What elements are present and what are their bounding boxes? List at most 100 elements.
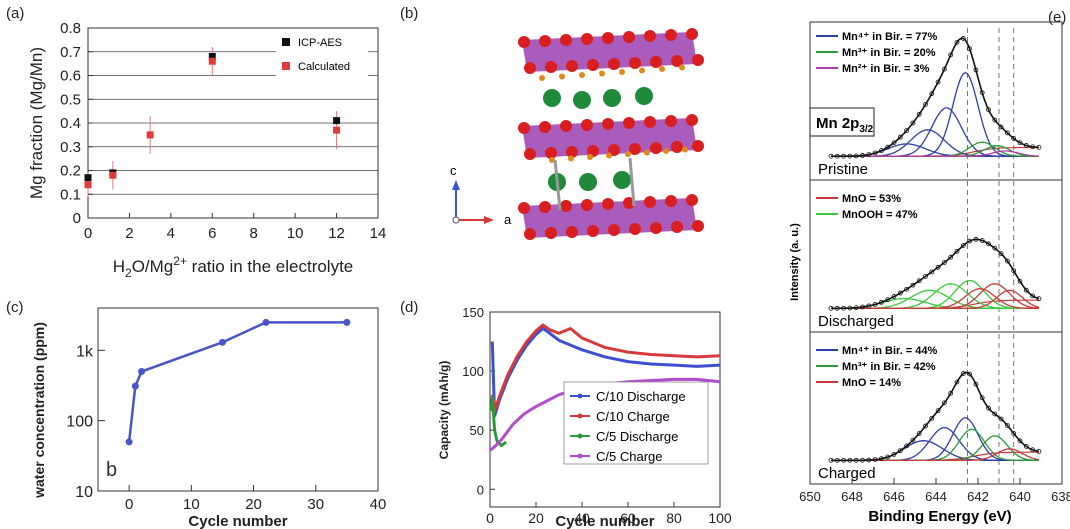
xps-spectrum-pristine: Mn⁴⁺ in Bir. = 77% Mn³⁺ in Bir. = 20% Mn²⁺… [816, 31, 1042, 178]
data-point [834, 305, 840, 311]
legend-label-d: C/10 Discharge [596, 389, 686, 404]
oxygen-atom [560, 200, 572, 212]
c-arrow-icon [452, 180, 460, 190]
data-point [954, 379, 960, 385]
y-tick-label-a: 0.6 [60, 68, 81, 85]
data-point [948, 390, 954, 396]
x-tick-label-c: 20 [245, 496, 262, 513]
mg-atom [573, 91, 591, 109]
panel-a: (a) 0 0.1 0.2 0.3 0.4 0.5 0.6 0.7 0.8 0 2 4 6 8 10 12 14… [0, 0, 390, 290]
data-point [879, 456, 884, 462]
data-point [967, 46, 973, 52]
data-point [935, 79, 941, 85]
unit-cell-edge [553, 159, 562, 211]
x-axis-label-a-h: H [113, 257, 125, 276]
x-axis-label-a-tail: ratio in the electrolyte [187, 257, 353, 276]
panel-b: (b) c a [392, 0, 712, 290]
x-tick-label-e: 646 [883, 489, 905, 504]
data-point [847, 153, 853, 159]
y-axis-label-e: Intensity (a. u.) [789, 223, 801, 301]
data-point [916, 431, 922, 436]
data-point [1036, 296, 1042, 302]
mg-atom [543, 89, 561, 107]
oxygen-atom [545, 147, 557, 159]
x-tick-label-d: 80 [666, 510, 682, 526]
data-point [841, 305, 846, 311]
data-point [891, 294, 897, 299]
legend-label-e: Mn⁴⁺ in Bir. = 77% [842, 31, 938, 43]
legend-label-icp: ICP-AES [298, 37, 342, 49]
data-point [866, 152, 872, 157]
data-point [1004, 423, 1010, 428]
oxygen-atom [629, 57, 641, 69]
data-point [872, 301, 878, 307]
data-point [954, 248, 960, 254]
point-icp-aes [333, 117, 341, 125]
mg-atom [613, 171, 631, 189]
y-axis-label-d: Capacity (mAh/g) [437, 361, 451, 460]
oxygen-atom [524, 228, 536, 240]
subpanel-label: Discharged [818, 313, 894, 330]
data-point [941, 66, 947, 72]
oxygen-atom [581, 199, 593, 211]
oxygen-atom [623, 117, 635, 129]
legend-a: ICP-AES Calculated [276, 34, 368, 86]
y-tick-label-a: 0.5 [60, 91, 81, 108]
x-tick-label-e: 638 [1051, 489, 1070, 504]
data-point [1004, 258, 1010, 264]
data-point [847, 457, 853, 463]
water-molecule [679, 64, 685, 71]
y-tick-label-a: 0 [73, 210, 81, 227]
data-point [923, 423, 928, 429]
x-tick-label-a: 14 [370, 225, 387, 242]
envelope-curve [831, 371, 1040, 462]
oxygen-atom [671, 55, 683, 67]
oxygen-atom [650, 142, 662, 154]
x-tick-label-e: 642 [967, 489, 989, 504]
x-axis-label-a-sup: 2+ [173, 254, 187, 268]
data-point [973, 381, 979, 387]
data-point [891, 140, 897, 146]
water-line [127, 321, 347, 442]
mg-atom [603, 89, 621, 107]
data-point [834, 457, 840, 463]
x-tick-label-a: 0 [84, 225, 92, 242]
x-tick-label-e: 640 [1009, 489, 1031, 504]
oxygen-atom [644, 116, 656, 128]
data-point [847, 305, 853, 311]
legend-label-calculated: Calculated [298, 61, 350, 73]
data-point [897, 290, 903, 296]
water-point [131, 382, 139, 390]
y-tick-label-c: 1k [76, 343, 94, 360]
data-point [954, 39, 960, 45]
legend-label-e: MnO = 53% [842, 193, 901, 205]
mno2-layer [518, 114, 704, 160]
y-tick-label-d: 150 [462, 305, 484, 320]
data-point [885, 454, 891, 460]
x-axis-label-a-mid: O/Mg [132, 257, 174, 276]
data-point [916, 111, 922, 117]
legend-marker-d [577, 393, 583, 399]
water-molecule [559, 73, 565, 80]
point-calculated [109, 171, 117, 179]
legend-label-d: C/5 Charge [596, 449, 662, 464]
data-point [960, 36, 966, 41]
x-axis-label-a: H2O/Mg2+ ratio in the electrolyte [113, 254, 354, 280]
data-point [935, 264, 941, 270]
data-point [1030, 447, 1036, 453]
oxygen-atom [518, 122, 530, 134]
oxygen-atom [671, 141, 683, 153]
oxygen-atom [608, 144, 620, 156]
data-point [1011, 430, 1017, 436]
water-molecule [639, 67, 645, 74]
data-point [1011, 135, 1017, 141]
legend-swatch-calculated [282, 62, 290, 70]
y-tick-label-c: 100 [66, 414, 93, 431]
origin-icon [452, 216, 460, 224]
water-molecule [539, 75, 545, 81]
mg-atom [579, 173, 597, 191]
oxygen-atom [518, 36, 530, 48]
component-peak [831, 288, 1039, 310]
data-point [885, 297, 891, 303]
water-point [125, 438, 133, 446]
